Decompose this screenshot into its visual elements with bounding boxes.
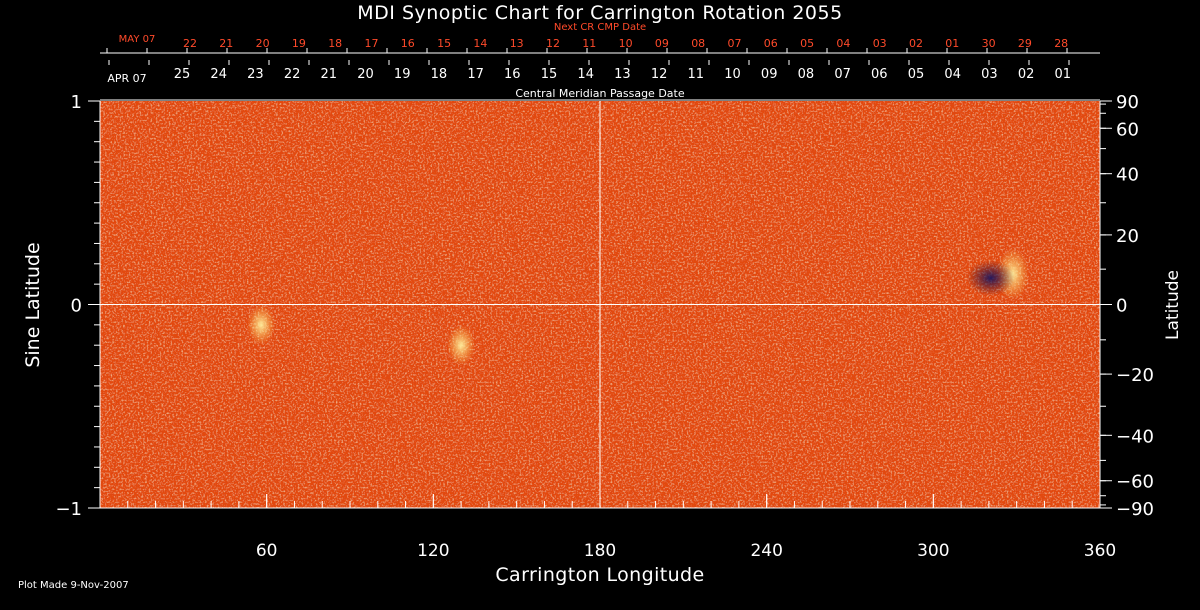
cmp-day-label: 22 xyxy=(284,67,301,82)
cmp-day-label: 25 xyxy=(174,67,191,82)
y-right-tick-label: −40 xyxy=(1116,426,1154,447)
cmp-day-label: 19 xyxy=(394,67,411,82)
y-right-tick-label: −60 xyxy=(1116,472,1154,493)
next-cr-day-label: 18 xyxy=(328,37,342,50)
next-cr-month-label: MAY 07 xyxy=(119,34,156,45)
x-tick-label: 300 xyxy=(917,541,949,561)
plot-made-footnote: Plot Made 9-Nov-2007 xyxy=(18,580,129,591)
plage-1 xyxy=(247,304,276,345)
y-axis-title-right: Latitude xyxy=(1163,270,1183,340)
next-cr-day-label: 06 xyxy=(764,37,778,50)
next-cr-day-label: 19 xyxy=(292,37,306,50)
x-tick-label: 180 xyxy=(584,541,616,561)
y-left-tick-label: −1 xyxy=(55,499,82,520)
active-region-dark-0 xyxy=(966,259,1015,296)
next-cr-day-label: 14 xyxy=(473,37,487,50)
cmp-day-label: 04 xyxy=(944,67,961,82)
x-tick-label: 360 xyxy=(1084,541,1116,561)
y-right-tick-label: −20 xyxy=(1116,365,1154,386)
cmp-axis-label: Central Meridian Passage Date xyxy=(515,87,685,100)
x-tick-label: 240 xyxy=(750,541,782,561)
next-cr-day-label: 21 xyxy=(219,37,233,50)
next-cr-day-label: 04 xyxy=(836,37,850,50)
next-cr-day-label: 09 xyxy=(655,37,669,50)
cmp-day-label: 16 xyxy=(504,67,521,82)
cmp-day-label: 17 xyxy=(467,67,484,82)
next-cr-day-label: 03 xyxy=(873,37,887,50)
y-left-tick-label: 1 xyxy=(71,92,82,113)
next-cr-day-label: 30 xyxy=(982,37,996,50)
cmp-day-label: 11 xyxy=(688,67,705,82)
cmp-day-label: 21 xyxy=(321,67,338,82)
next-cr-day-label: 20 xyxy=(256,37,270,50)
next-cr-day-label: 15 xyxy=(437,37,451,50)
cmp-day-label: 10 xyxy=(724,67,741,82)
cmp-day-label: 12 xyxy=(651,67,668,82)
y-right-tick-label: 20 xyxy=(1116,226,1139,247)
y-axis-title-left: Sine Latitude xyxy=(22,242,44,368)
cmp-day-label: 13 xyxy=(614,67,631,82)
cmp-day-label: 24 xyxy=(210,67,227,82)
next-cr-axis-label: Next CR CMP Date xyxy=(553,22,647,33)
x-axis-title: Carrington Longitude xyxy=(495,564,705,586)
cmp-day-label: 23 xyxy=(247,67,264,82)
next-cr-day-label: 22 xyxy=(183,37,197,50)
cmp-day-label: 14 xyxy=(577,67,594,82)
y-right-tick-label: 0 xyxy=(1116,296,1127,317)
cmp-day-label: 03 xyxy=(981,67,998,82)
next-cr-day-label: 13 xyxy=(510,37,524,50)
x-tick-label: 60 xyxy=(256,541,278,561)
next-cr-day-label: 29 xyxy=(1018,37,1032,50)
y-left-tick-label: 0 xyxy=(71,296,82,317)
y-right-tick-label: 40 xyxy=(1116,165,1139,186)
chart-title: MDI Synoptic Chart for Carrington Rotati… xyxy=(357,2,843,24)
y-right-tick-label: −90 xyxy=(1116,499,1154,520)
cmp-day-label: 06 xyxy=(871,67,888,82)
next-cr-day-label: 05 xyxy=(800,37,814,50)
cmp-month-label: APR 07 xyxy=(107,72,146,85)
next-cr-day-label: 17 xyxy=(365,37,379,50)
plage-2 xyxy=(447,325,476,366)
y-right-tick-label: 60 xyxy=(1116,119,1139,140)
next-cr-day-label: 10 xyxy=(619,37,633,50)
cmp-day-label: 01 xyxy=(1055,67,1072,82)
next-cr-day-label: 02 xyxy=(909,37,923,50)
next-cr-day-label: 01 xyxy=(945,37,959,50)
cmp-day-label: 05 xyxy=(908,67,925,82)
next-cr-day-label: 08 xyxy=(691,37,705,50)
next-cr-day-label: 12 xyxy=(546,37,560,50)
y-right-tick-label: 90 xyxy=(1116,92,1139,113)
next-cr-day-label: 16 xyxy=(401,37,415,50)
cmp-day-label: 18 xyxy=(431,67,448,82)
cmp-day-label: 02 xyxy=(1018,67,1035,82)
cmp-day-label: 09 xyxy=(761,67,778,82)
next-cr-day-label: 11 xyxy=(582,37,596,50)
x-tick-label: 120 xyxy=(417,541,449,561)
cmp-day-label: 20 xyxy=(357,67,374,82)
cmp-day-label: 15 xyxy=(541,67,558,82)
next-cr-day-label: 28 xyxy=(1054,37,1068,50)
cmp-day-label: 08 xyxy=(798,67,815,82)
next-cr-day-label: 07 xyxy=(728,37,742,50)
cmp-day-label: 07 xyxy=(834,67,851,82)
